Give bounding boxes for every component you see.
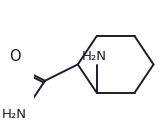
Text: O: O <box>9 48 21 63</box>
Text: H₂N: H₂N <box>82 50 107 63</box>
Text: H₂N: H₂N <box>1 108 26 121</box>
